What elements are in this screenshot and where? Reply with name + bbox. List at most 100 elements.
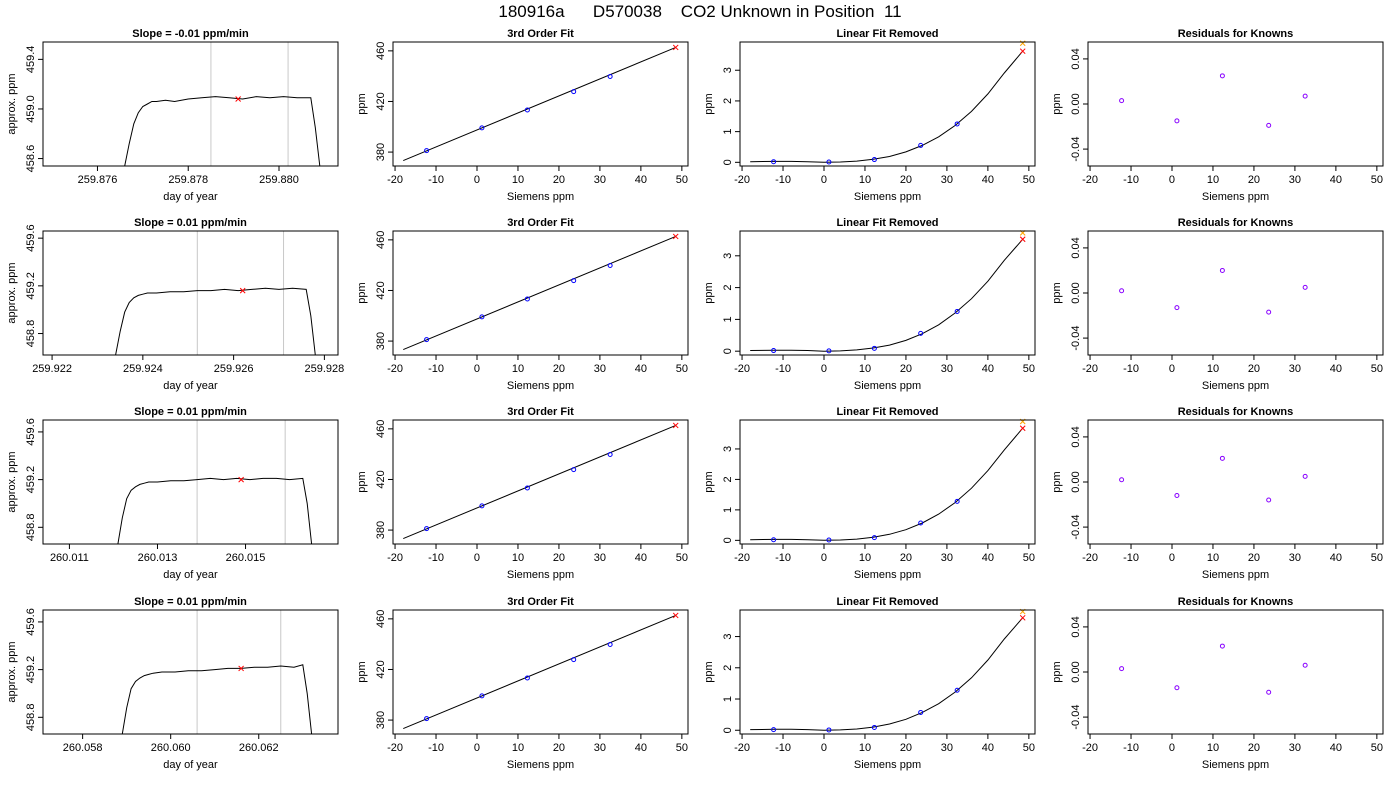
y-axis-label: ppm [356,661,368,682]
x-tick-label: 40 [982,174,994,186]
data-point [479,125,485,131]
x-tick-label: 40 [635,174,647,186]
panel-title: Residuals for Knowns [1178,28,1294,40]
panel-title: Residuals for Knowns [1178,406,1294,418]
data-point [954,121,960,127]
x-tick-label: 20 [900,552,912,564]
data-point [1174,685,1180,691]
plot-data [750,238,1024,354]
panel-title: Slope = -0.01 ppm/min [132,28,249,40]
data-point [918,330,924,336]
data-point [1266,497,1272,503]
x-axis-label: Siemens ppm [507,759,574,771]
y-tick-label: 459.2 [25,466,37,494]
y-tick-label: 458.8 [25,320,37,348]
plot-frame [42,230,339,356]
data-point [826,727,832,733]
y-tick-label: 458.6 [25,145,37,173]
y-tick-label: 1 [722,507,734,513]
data-point [571,467,577,473]
y-tick-label: 380 [375,332,387,350]
panel-1-4: Residuals for Knowns -20 -10 0 10 20 30 40 50 -0.… [1051,28,1384,203]
panel-title: Linear Fit Removed [836,596,938,608]
data-point [424,337,430,343]
x-tick-label: -10 [428,552,444,564]
y-axis-label: ppm [356,282,368,303]
x-tick-label: -20 [734,552,750,564]
data-point [871,535,877,541]
y-tick-label: 459.6 [25,224,37,252]
data-point [524,107,530,113]
x-tick-label: 260.013 [138,552,178,564]
data-point [479,503,485,509]
y-tick-label: 459.2 [25,656,37,684]
highlight-marker [1019,48,1026,55]
highlight-marker [672,422,679,429]
y-tick-label: 459.6 [25,418,37,446]
x-tick-label: 259.928 [305,363,345,375]
y-axis-label: ppm [1051,661,1063,682]
x-tick-label: 0 [1169,742,1175,754]
x-tick-label: 260.011 [50,552,89,564]
x-tick-label: -20 [387,363,403,375]
data-point [424,716,430,722]
x-tick-label: 40 [1330,363,1342,375]
data-point [571,657,577,663]
x-tick-label: 30 [594,742,606,754]
x-tick-label: -20 [387,552,403,564]
x-tick-label: 50 [1371,742,1383,754]
y-tick-label: 1 [722,129,734,135]
fit-curve [750,617,1024,731]
data-point [479,693,485,699]
plot-data [124,96,321,166]
y-tick-label: 458.8 [25,514,37,542]
panel-title: 3rd Order Fit [507,217,574,229]
y-tick-label: 459.4 [25,46,37,74]
panel-title: Slope = 0.01 ppm/min [134,217,247,229]
data-point [871,724,877,730]
data-point [954,687,960,693]
y-tick-label: 460 [375,420,387,438]
data-point [871,345,877,351]
x-tick-label: 40 [1330,174,1342,186]
plot-frame [392,609,689,735]
fit-curve [750,427,1024,541]
x-tick-label: -10 [1123,742,1139,754]
x-tick-label: -10 [1123,363,1139,375]
x-tick-label: 259.922 [32,363,72,375]
y-axis-label: ppm [703,661,715,682]
plot-frame [739,419,1036,545]
x-tick-label: 50 [676,363,688,375]
data-point [479,314,485,320]
data-point [607,263,613,269]
y-axis-label: ppm [1051,93,1063,114]
panel-4-1: Slope = 0.01 ppm/min 260.058 260.060 260.06… [6,596,339,771]
data-point [1174,305,1180,311]
plot-frame [42,609,339,735]
data-trace [117,477,313,544]
data-point [1302,284,1308,290]
x-tick-label: 50 [676,552,688,564]
data-point [1219,643,1225,649]
data-point [524,485,530,491]
panel-1-3: Linear Fit Removed -20 -10 0 10 20 30 40 50 0 1 2 3 S… [703,28,1036,203]
panel-title: 3rd Order Fit [507,28,574,40]
x-tick-label: 10 [512,363,524,375]
data-point [1266,309,1272,315]
panel-2-2: 3rd Order Fit -20 -10 0 10 20 30 40 50 380 420 460 S… [356,217,689,392]
y-tick-label: 0 [722,537,734,543]
panel-title: 3rd Order Fit [507,406,574,418]
y-tick-label: 3 [722,633,734,639]
highlight-marker [1019,425,1026,432]
x-tick-label: 20 [1248,174,1260,186]
x-tick-label: -20 [387,742,403,754]
x-tick-label: 40 [635,552,647,564]
plot-data [403,614,676,730]
x-tick-label: -20 [1082,552,1098,564]
y-tick-label: 1 [722,316,734,322]
x-tick-label: -10 [428,363,444,375]
x-tick-label: 0 [821,742,827,754]
highlight-marker [672,612,679,619]
plot-frame [392,41,689,167]
x-tick-label: -10 [1123,552,1139,564]
